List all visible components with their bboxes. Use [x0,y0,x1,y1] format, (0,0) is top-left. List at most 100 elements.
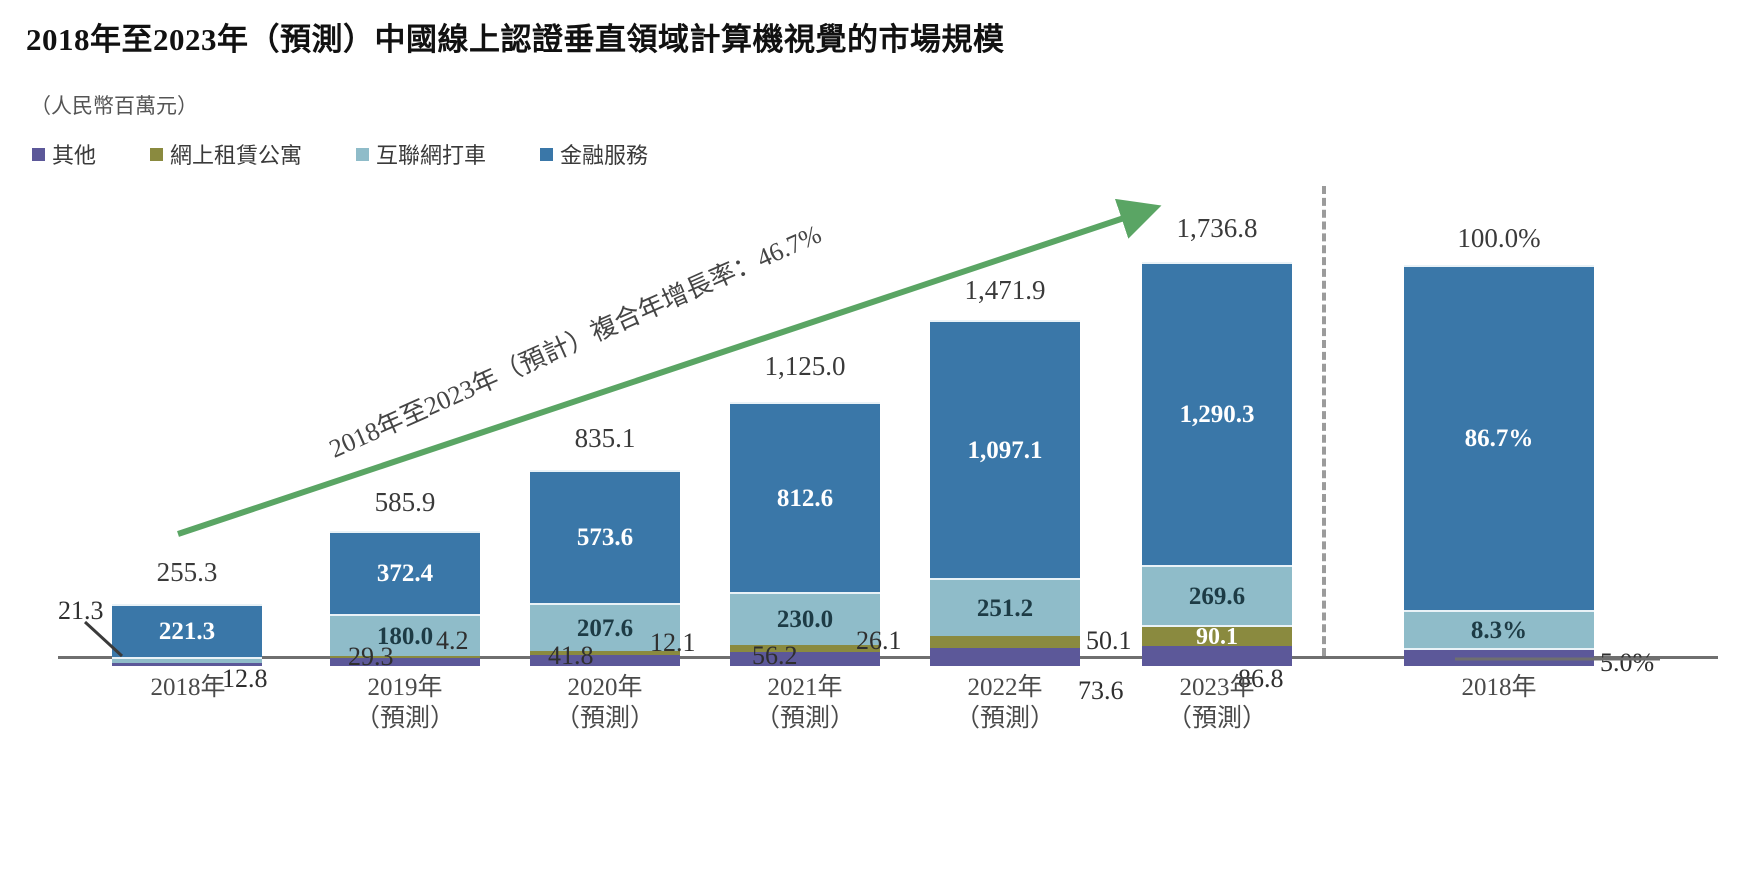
legend-item-other[interactable]: 其他 [32,138,96,170]
bar-group-2018-percent: 100.0% 86.7% 8.3% [1404,196,1594,666]
x-axis-label-2019-line2: （預測） [354,705,455,733]
legend-swatch-finance [540,147,554,161]
segment-ridehailing-2019[interactable]: 180.0 [330,614,480,656]
x-axis-label-2021-line2: （預測） [754,705,855,733]
legend-swatch-apartment [150,147,164,161]
x-axis-baseline [58,656,1718,659]
segment-other-2020[interactable] [530,655,680,666]
page-title: 2018年至2023年（預測）中國線上認證垂直領域計算機視覺的市場規模 [26,22,1005,57]
legend-swatch-ridehailing [356,147,370,161]
x-axis-label-2019: 2019年 （預測） [295,672,515,735]
section-divider [1322,186,1326,656]
callout-other-2021: 56.2 [752,641,798,670]
bar-total-2018: 255.3 [156,557,218,587]
segment-finance-2018[interactable]: 221.3 [112,604,262,657]
segment-value-ridehailing-2020: 207.6 [576,614,634,642]
legend-item-ridehailing[interactable]: 互聯網打車 [356,138,486,170]
segment-value-finance-2018: 221.3 [158,618,216,645]
segment-ridehailing-2022[interactable]: 251.2 [930,578,1080,636]
segment-value-finance-2021: 812.6 [776,484,834,512]
stacked-bar-2018[interactable]: 221.3 [112,604,262,666]
segment-other-2022[interactable] [930,648,1080,666]
x-axis-label-2023-line2: （預測） [1166,705,1267,733]
bar-group-2022: 1,471.9 1,097.1 251.2 [930,196,1080,666]
legend-label-finance: 金融服務 [560,143,649,168]
segment-value-ridehailing-2018-percent: 8.3% [1470,616,1528,644]
unit-note: （人民幣百萬元） [30,94,198,118]
x-axis-label-2018-percent: 2018年 [1389,672,1609,703]
segment-finance-2021[interactable]: 812.6 [730,402,880,592]
segment-other-2023[interactable] [1142,646,1292,666]
segment-ridehailing-2018[interactable] [112,657,262,663]
legend: 其他 網上租賃公寓 互聯網打車 金融服務 [32,138,648,170]
bar-group-2023: 1,736.8 1,290.3 269.6 90.1 [1142,196,1292,666]
callout-apartment-2020: 12.1 [650,628,696,657]
segment-finance-2018-percent[interactable]: 86.7% [1404,265,1594,610]
segment-value-ridehailing-2023: 269.6 [1188,582,1246,610]
legend-label-ridehailing: 互聯網打車 [376,143,487,168]
x-axis-label-2019-line1: 2019年 [367,674,443,701]
segment-other-2018[interactable] [112,663,262,666]
callout-apartment-2019: 4.2 [436,626,469,655]
x-axis-label-2020: 2020年 （預測） [495,672,715,735]
segment-value-finance-2023: 1,290.3 [1179,401,1255,428]
segment-other-2019[interactable] [330,658,480,666]
stacked-bar-2022[interactable]: 1,097.1 251.2 [930,320,1080,666]
x-axis-label-2022-line2: （預測） [954,705,1055,733]
segment-apartment-2020[interactable] [530,651,680,655]
x-axis-label-2020-line1: 2020年 [567,674,643,701]
x-axis-label-2018-line1: 2018年 [150,674,226,701]
callout-other-2018: 12.8 [222,664,268,693]
x-axis-label-2022: 2022年 （預測） [895,672,1115,735]
segment-apartment-2023[interactable]: 90.1 [1142,623,1292,650]
segment-finance-2019[interactable]: 372.4 [330,531,480,614]
x-axis-label-2020-line2: （預測） [554,705,655,733]
bar-group-2020: 835.1 573.6 207.6 [530,196,680,666]
legend-label-other: 其他 [52,143,97,168]
segment-apartment-2021[interactable] [730,645,880,652]
segment-finance-2023[interactable]: 1,290.3 [1142,262,1292,565]
segment-value-apartment-2023: 90.1 [1196,623,1238,650]
bar-total-2020: 835.1 [574,423,636,453]
segment-ridehailing-2021[interactable]: 230.0 [730,592,880,645]
callout-other-2018-percent: 5.0% [1600,648,1655,677]
segment-value-ridehailing-2021: 230.0 [776,606,834,633]
legend-item-finance[interactable]: 金融服務 [540,138,648,170]
segment-other-2021[interactable] [730,652,880,666]
x-axis-label-2022-line1: 2022年 [967,674,1043,701]
segment-apartment-2019[interactable] [330,656,480,658]
segment-ridehailing-2020[interactable]: 207.6 [530,603,680,651]
legend-swatch-other [32,147,45,161]
x-axis-label-2023: 2023年 （預測） [1107,672,1327,735]
segment-other-2018-percent[interactable] [1404,648,1594,666]
stacked-bar-2023[interactable]: 1,290.3 269.6 90.1 [1142,262,1292,666]
callout-other-2020: 41.8 [548,641,594,670]
stacked-bar-2018-percent[interactable]: 86.7% 8.3% [1404,265,1594,666]
bar-total-2019: 585.9 [374,487,436,517]
segment-value-finance-2020: 573.6 [576,524,634,551]
segment-value-ridehailing-2019: 180.0 [376,622,434,650]
bar-total-2021: 1,125.0 [764,351,846,381]
segment-apartment-2022[interactable] [930,636,1080,648]
segment-finance-2020[interactable]: 573.6 [530,470,680,603]
bar-group-2018: 255.3 221.3 [112,196,262,666]
segment-value-finance-2022: 1,097.1 [967,436,1043,464]
segment-value-finance-2019: 372.4 [376,560,434,587]
callout-ridehailing-2018: 21.3 [58,596,104,625]
x-axis-label-2018-percent-line1: 2018年 [1461,674,1537,701]
callout-apartment-2022: 50.1 [1086,626,1132,655]
callout-other-2019: 29.3 [348,642,394,671]
legend-label-apartment: 網上租賃公寓 [170,143,303,168]
x-axis-label-2021-line1: 2021年 [767,674,843,701]
segment-finance-2022[interactable]: 1,097.1 [930,320,1080,578]
legend-item-apartment[interactable]: 網上租賃公寓 [150,138,302,170]
segment-ridehailing-2018-percent[interactable]: 8.3% [1404,610,1594,648]
stacked-bar-2019[interactable]: 372.4 180.0 [330,531,480,666]
segment-ridehailing-2023[interactable]: 269.6 [1142,565,1292,625]
callout-other-2022: 73.6 [1078,676,1124,705]
bar-total-2018-percent: 100.0% [1457,223,1541,253]
segment-value-finance-2018-percent: 86.7% [1464,425,1534,452]
x-axis-label-2023-line1: 2023年 [1179,674,1255,701]
x-axis-label-2018: 2018年 [78,672,298,703]
